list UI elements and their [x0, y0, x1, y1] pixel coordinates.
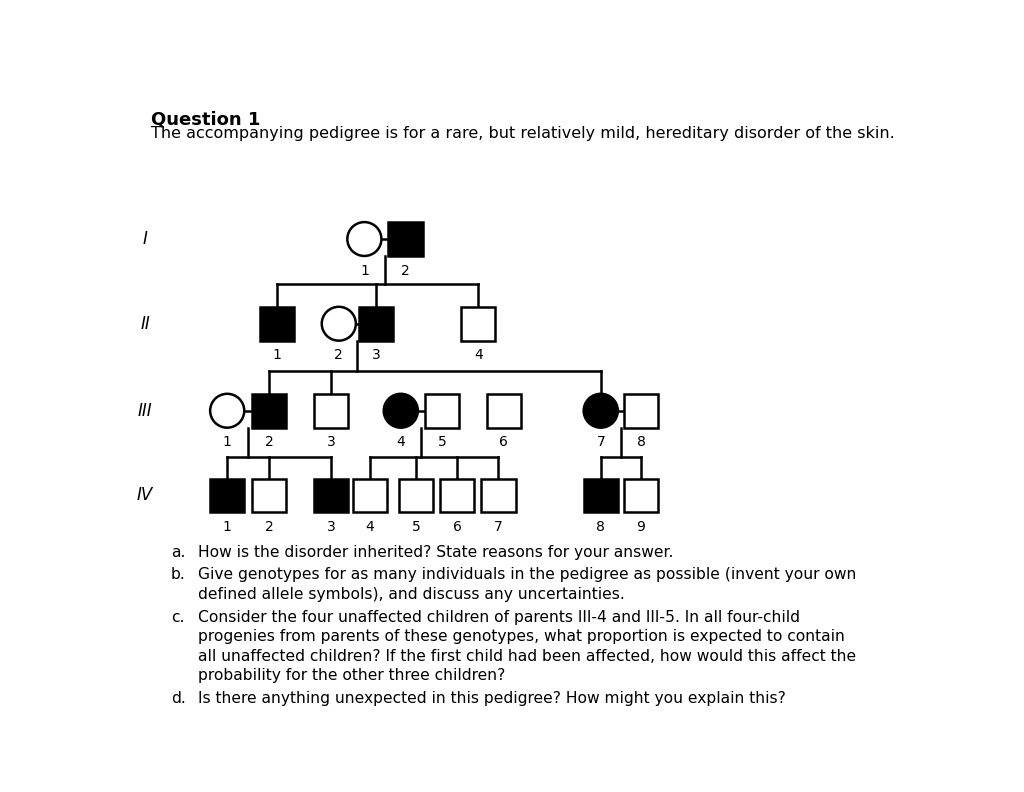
- Circle shape: [210, 394, 245, 428]
- Bar: [486, 394, 521, 428]
- Text: 8: 8: [637, 436, 645, 449]
- Bar: [352, 478, 387, 512]
- Text: 1: 1: [223, 436, 231, 449]
- Text: 3: 3: [327, 436, 336, 449]
- Bar: [624, 394, 658, 428]
- Text: probability for the other three children?: probability for the other three children…: [198, 668, 505, 683]
- Text: I: I: [142, 230, 147, 248]
- Bar: [260, 307, 294, 341]
- Text: 1: 1: [272, 348, 282, 363]
- Bar: [388, 222, 423, 256]
- Text: II: II: [140, 314, 150, 333]
- Text: 2: 2: [401, 264, 410, 278]
- Text: 4: 4: [474, 348, 482, 363]
- Text: Consider the four unaffected children of parents III-4 and III-5. In all four-ch: Consider the four unaffected children of…: [198, 610, 800, 625]
- Circle shape: [347, 222, 381, 256]
- Text: 4: 4: [366, 520, 374, 534]
- Text: 2: 2: [264, 436, 273, 449]
- Bar: [252, 478, 286, 512]
- Bar: [440, 478, 474, 512]
- Text: 7: 7: [596, 436, 605, 449]
- Text: defined allele symbols), and discuss any uncertainties.: defined allele symbols), and discuss any…: [198, 587, 625, 602]
- Text: Is there anything unexpected in this pedigree? How might you explain this?: Is there anything unexpected in this ped…: [198, 691, 785, 706]
- Text: 6: 6: [453, 520, 462, 534]
- Bar: [314, 478, 348, 512]
- Bar: [210, 478, 245, 512]
- Text: The accompanying pedigree is for a rare, but relatively mild, hereditary disorde: The accompanying pedigree is for a rare,…: [152, 126, 895, 141]
- Text: Give genotypes for as many individuals in the pedigree as possible (invent your : Give genotypes for as many individuals i…: [198, 567, 856, 582]
- Bar: [399, 478, 433, 512]
- Text: 1: 1: [223, 520, 231, 534]
- Text: all unaffected children? If the first child had been affected, how would this af: all unaffected children? If the first ch…: [198, 649, 856, 664]
- Bar: [252, 394, 286, 428]
- Bar: [314, 394, 348, 428]
- Bar: [624, 478, 658, 512]
- Text: 3: 3: [372, 348, 380, 363]
- Text: 9: 9: [637, 520, 645, 534]
- Text: b.: b.: [171, 567, 185, 582]
- Text: 2: 2: [264, 520, 273, 534]
- Text: 1: 1: [360, 264, 369, 278]
- Text: d.: d.: [171, 691, 185, 706]
- Text: 6: 6: [500, 436, 508, 449]
- Bar: [425, 394, 459, 428]
- Text: c.: c.: [171, 610, 184, 625]
- Text: progenies from parents of these genotypes, what proportion is expected to contai: progenies from parents of these genotype…: [198, 629, 845, 644]
- Text: 7: 7: [494, 520, 503, 534]
- Text: Question 1: Question 1: [152, 110, 261, 128]
- Text: 5: 5: [437, 436, 446, 449]
- Circle shape: [584, 394, 617, 428]
- Bar: [359, 307, 393, 341]
- Text: 4: 4: [396, 436, 406, 449]
- Bar: [481, 478, 515, 512]
- Bar: [461, 307, 496, 341]
- Text: IV: IV: [137, 486, 154, 505]
- Text: 5: 5: [412, 520, 421, 534]
- Circle shape: [322, 307, 356, 341]
- Text: a.: a.: [171, 545, 185, 560]
- Bar: [584, 478, 617, 512]
- Text: How is the disorder inherited? State reasons for your answer.: How is the disorder inherited? State rea…: [198, 545, 673, 560]
- Circle shape: [384, 394, 418, 428]
- Text: III: III: [138, 402, 153, 420]
- Text: 3: 3: [327, 520, 336, 534]
- Text: 8: 8: [596, 520, 605, 534]
- Text: 2: 2: [335, 348, 343, 363]
